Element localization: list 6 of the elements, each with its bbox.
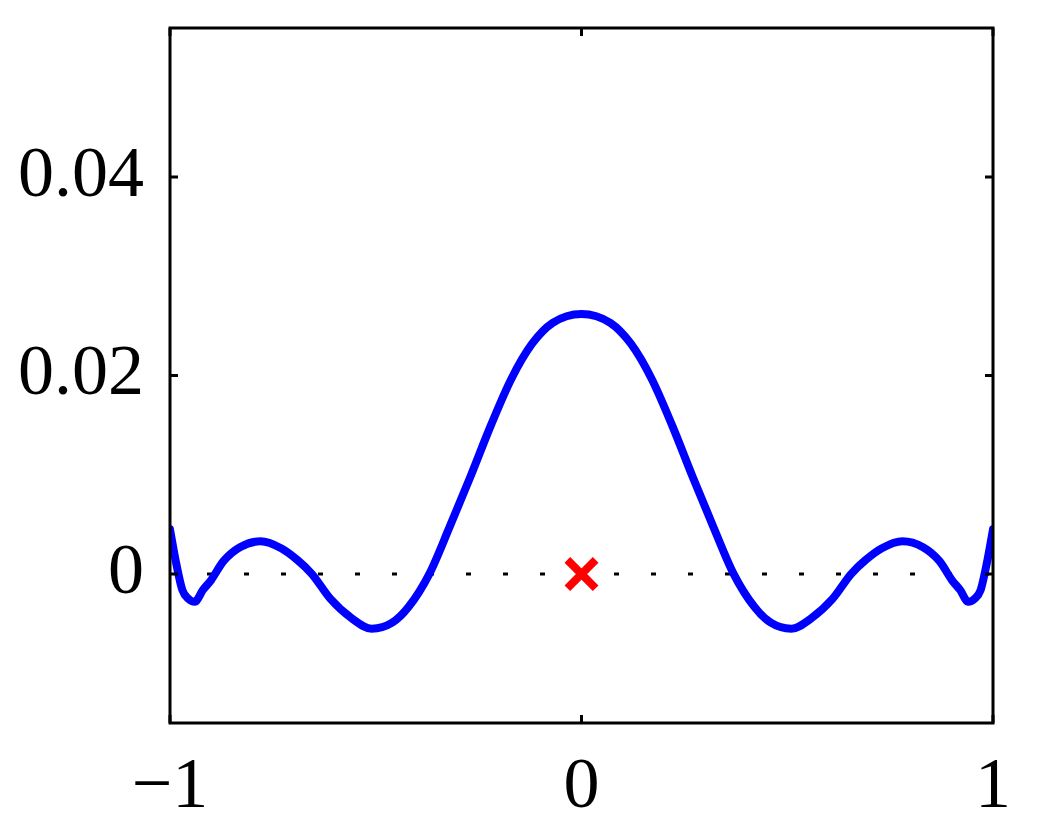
x-tick-label: 0 xyxy=(563,743,600,824)
y-tick-label: 0.04 xyxy=(18,131,144,212)
y-tick-label: 0 xyxy=(108,528,144,609)
y-tick-label: 0.02 xyxy=(18,330,144,411)
x-tick-label: 1 xyxy=(975,743,1011,824)
x-tick-label: −1 xyxy=(131,743,209,824)
